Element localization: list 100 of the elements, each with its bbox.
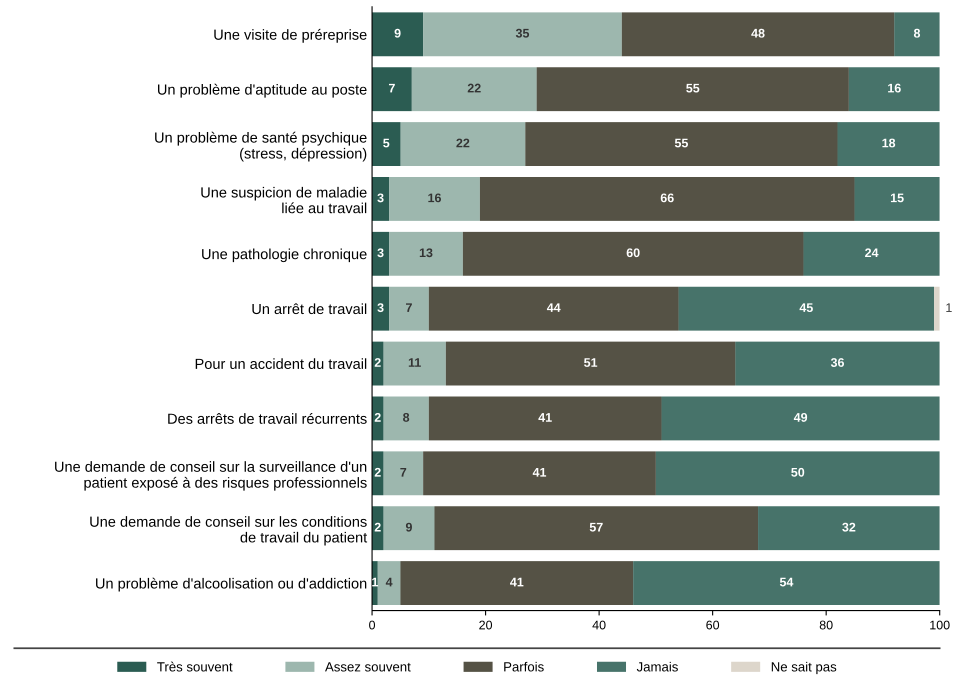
data-label: 9 — [394, 28, 401, 38]
data-label: 3 — [377, 193, 384, 202]
bar — [372, 396, 384, 440]
bar — [372, 342, 384, 386]
bar — [412, 67, 537, 112]
x-tick-label: 80 — [820, 620, 833, 630]
data-label: 2 — [374, 468, 381, 477]
data-label: 66 — [660, 193, 674, 202]
data-label: 8 — [403, 412, 410, 422]
bar — [400, 122, 526, 166]
data-label: 32 — [842, 522, 856, 532]
data-label: 5 — [383, 138, 390, 148]
bar — [678, 286, 934, 331]
data-label: 18 — [882, 138, 896, 148]
x-tick-label: 40 — [592, 620, 606, 630]
data-label: 2 — [374, 412, 381, 422]
legend-label: Ne sait pas — [772, 662, 836, 674]
y-tick-label: Pour un accident du travail — [196, 358, 366, 370]
bar — [656, 451, 940, 496]
data-label: 22 — [468, 84, 481, 92]
bar — [372, 286, 390, 331]
data-label: 57 — [590, 522, 603, 532]
data-label: 2 — [374, 522, 381, 532]
bar — [383, 506, 434, 550]
bar — [389, 286, 429, 331]
data-label: 3 — [377, 303, 384, 312]
data-label: 16 — [428, 193, 441, 202]
x-tick-label: 20 — [479, 620, 492, 630]
legend-label: Parfois — [504, 662, 544, 672]
data-label: 55 — [686, 84, 700, 93]
bar — [372, 67, 412, 112]
y-tick-label: Un problème d'alcoolisation ou d'addiction — [96, 578, 366, 592]
data-label: 1 — [372, 578, 378, 586]
y-tick-label: Une pathologie chronique — [202, 248, 367, 262]
y-tick-label: Une demande de conseil sur la surveillance d'un patient exposé à des risques professionnels — [55, 461, 367, 491]
legend-label: Très souvent — [157, 662, 233, 672]
data-label: 1 — [946, 303, 952, 312]
y-tick-label: Un arrêt de travail — [252, 303, 366, 314]
x-tick-label: 0 — [369, 620, 376, 630]
bar — [758, 506, 940, 550]
bar — [372, 506, 384, 550]
bar — [536, 67, 849, 112]
bar — [934, 286, 940, 331]
bar — [372, 451, 384, 496]
data-label: 41 — [510, 578, 524, 586]
data-label: 54 — [780, 578, 794, 586]
data-label: 9 — [406, 522, 412, 532]
bar — [894, 12, 940, 56]
legend-label: Jamais — [636, 662, 678, 672]
bar — [633, 561, 940, 606]
y-tick-label: Un problème d'aptitude au poste — [158, 84, 367, 98]
bar — [525, 122, 838, 166]
bar — [372, 232, 390, 276]
data-label: 7 — [400, 468, 406, 477]
data-label: 49 — [794, 412, 808, 422]
data-label: 44 — [546, 303, 561, 312]
bar — [389, 232, 463, 276]
bar — [854, 176, 940, 221]
y-tick-label: Un problème de santé psychique (stress, dépression) — [155, 132, 367, 162]
data-label: 60 — [626, 248, 640, 258]
x-tick-label: 100 — [930, 620, 950, 630]
bar — [372, 176, 390, 221]
bar — [383, 396, 429, 440]
bar — [446, 342, 736, 386]
data-label: 50 — [791, 468, 804, 477]
data-label: 16 — [888, 84, 901, 93]
x-tick-label: 60 — [706, 620, 720, 630]
data-label: 7 — [406, 303, 412, 312]
y-tick-label: Une visite de préreprise — [214, 28, 367, 43]
data-label: 3 — [377, 248, 384, 258]
bar — [662, 396, 940, 440]
bar — [423, 451, 656, 496]
data-label: 48 — [751, 28, 765, 38]
data-label: 45 — [800, 303, 813, 312]
data-label: 41 — [538, 413, 552, 422]
data-label: 24 — [865, 248, 878, 258]
y-tick-label: Des arrêts de travail récurrents — [168, 413, 367, 424]
bar — [372, 122, 400, 166]
bar — [622, 12, 894, 56]
data-label: 4 — [386, 578, 392, 586]
bar — [400, 561, 634, 606]
data-label: 36 — [830, 358, 844, 367]
bar — [423, 12, 622, 56]
data-label: 2 — [374, 358, 381, 367]
bar — [372, 12, 424, 56]
data-label: 22 — [456, 138, 470, 148]
bar — [848, 67, 940, 112]
data-label: 7 — [388, 84, 395, 92]
bar — [383, 451, 424, 496]
bar — [462, 232, 804, 276]
bar — [480, 176, 855, 221]
bar — [838, 122, 940, 166]
bar — [735, 342, 940, 386]
bar — [378, 561, 400, 606]
legend-label: Assez souvent — [325, 662, 411, 672]
bar — [434, 506, 758, 550]
data-label: 15 — [890, 194, 904, 202]
data-label: 8 — [914, 28, 920, 38]
bar — [383, 342, 446, 386]
bar — [803, 232, 940, 276]
